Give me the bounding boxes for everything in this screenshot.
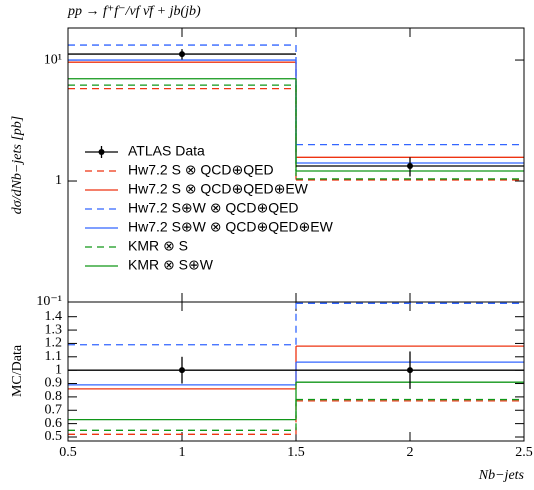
y-axis-label: MC/Data: [10, 344, 25, 397]
x-tick-label: 1.5: [287, 445, 305, 460]
chart-title: pp → f⁺f⁻/νf ν̄f + jb(jb): [67, 4, 201, 19]
legend-label: Hw7.2 S⊕W ⊗ QCD⊕QED⊕EW: [128, 219, 334, 235]
y-tick-label: 10⁻¹: [36, 294, 62, 309]
legend-marker: [98, 149, 105, 155]
y-tick-label: 0.8: [45, 389, 63, 404]
y-tick-label: 1.2: [45, 336, 63, 351]
x-tick-label: 1: [179, 445, 186, 460]
data-point: [179, 367, 185, 374]
data-point: [407, 163, 413, 170]
legend-label: ATLAS Data: [128, 143, 205, 159]
legend-label: Hw7.2 S ⊗ QCD⊕QED⊕EW: [128, 181, 309, 197]
data-point: [407, 367, 413, 374]
legend-label: KMR ⊗ S: [128, 238, 188, 254]
y-tick-label: 10¹: [44, 52, 62, 67]
y-tick-label: 1.1: [45, 349, 63, 364]
y-tick-label: 0.6: [45, 416, 63, 431]
y-tick-label: 1.3: [45, 322, 63, 337]
y-tick-label: 1.4: [45, 309, 63, 324]
y-tick-label: 1: [55, 362, 62, 377]
legend-label: Hw7.2 S ⊗ QCD⊕QED: [128, 162, 274, 178]
y-tick-label: 1: [55, 173, 62, 188]
y-tick-label: 0.9: [45, 376, 63, 391]
plot-frame: [67, 301, 525, 442]
legend-label: Hw7.2 S⊕W ⊗ QCD⊕QED: [128, 200, 299, 216]
x-tick-label: 2.5: [515, 445, 533, 460]
y-axis-label: dσ/dNb−jets [pb]: [10, 116, 25, 214]
data-point: [179, 51, 185, 58]
legend-label: KMR ⊗ S⊕W: [128, 257, 214, 273]
y-tick-label: 0.7: [45, 402, 63, 417]
y-tick-label: 0.5: [45, 429, 63, 444]
x-tick-label: 2: [407, 445, 414, 460]
x-tick-label: 0.5: [59, 445, 77, 460]
x-axis-label: Nb−jets: [478, 468, 525, 483]
